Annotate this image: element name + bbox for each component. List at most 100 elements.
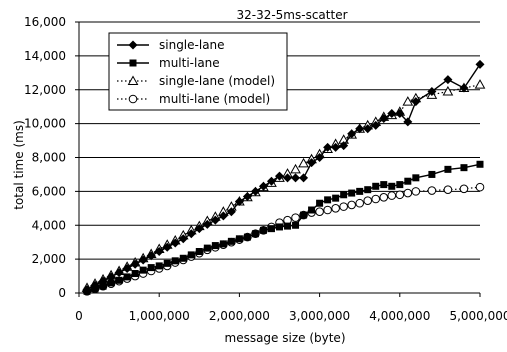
y-tick-label: 0 xyxy=(58,286,66,300)
data-point xyxy=(307,158,317,168)
data-point xyxy=(363,196,373,205)
data-point xyxy=(387,108,397,118)
data-point xyxy=(283,173,293,183)
data-point xyxy=(91,285,99,293)
data-point xyxy=(427,86,437,96)
legend-marker xyxy=(128,94,138,104)
y-tick-label: 6,000 xyxy=(32,184,66,198)
data-point xyxy=(308,206,316,214)
data-point xyxy=(459,83,469,93)
x-tick-label: 2,000,000 xyxy=(209,309,270,323)
data-point xyxy=(202,219,212,229)
data-point xyxy=(171,257,179,265)
data-point xyxy=(227,237,235,245)
data-point xyxy=(194,224,204,234)
data-point xyxy=(187,251,195,259)
data-point xyxy=(332,194,340,202)
data-point xyxy=(83,287,91,295)
legend-marker xyxy=(128,40,138,50)
data-point xyxy=(195,248,203,256)
data-point xyxy=(219,240,227,248)
data-point xyxy=(234,197,244,207)
data-point xyxy=(131,270,139,278)
data-point xyxy=(299,173,309,183)
legend-marker xyxy=(129,59,137,67)
data-point xyxy=(474,79,486,89)
data-point xyxy=(379,114,389,124)
data-point xyxy=(475,182,485,192)
legend-label: single-lane xyxy=(159,38,225,52)
data-point xyxy=(324,196,332,204)
data-point xyxy=(371,120,381,130)
data-point xyxy=(122,263,132,273)
data-point xyxy=(298,157,309,168)
data-point xyxy=(444,165,452,173)
data-point xyxy=(275,171,284,181)
data-point xyxy=(323,205,332,215)
data-point xyxy=(347,129,357,139)
data-point xyxy=(348,189,356,197)
data-point xyxy=(315,153,325,162)
data-point xyxy=(210,215,220,225)
data-point xyxy=(186,229,196,239)
data-point xyxy=(291,173,301,183)
x-tick-label: 0 xyxy=(75,309,83,323)
data-point xyxy=(379,193,389,202)
data-point xyxy=(242,191,252,201)
data-point xyxy=(395,190,405,200)
data-point xyxy=(218,211,228,221)
data-point xyxy=(211,242,219,250)
data-point xyxy=(284,222,292,230)
y-tick-label: 8,000 xyxy=(32,151,66,165)
data-point xyxy=(364,186,372,194)
x-tick-label: 4,000,000 xyxy=(369,309,430,323)
data-point xyxy=(315,207,324,216)
data-point xyxy=(114,268,124,278)
y-tick-label: 4,000 xyxy=(32,218,66,232)
x-tick-label: 5,000,000 xyxy=(449,309,507,323)
data-point xyxy=(276,223,283,231)
data-point xyxy=(316,199,324,207)
data-point xyxy=(130,259,140,269)
data-point xyxy=(138,255,148,265)
data-point xyxy=(443,75,453,85)
legend-label: single-lane (model) xyxy=(159,74,275,88)
data-point xyxy=(428,170,436,178)
data-point xyxy=(475,59,485,69)
data-point xyxy=(292,221,300,229)
data-point xyxy=(371,194,381,204)
x-axis-label: message size (byte) xyxy=(225,331,346,345)
data-point xyxy=(107,279,115,287)
data-point xyxy=(154,247,164,257)
data-point xyxy=(404,177,412,185)
data-point xyxy=(203,244,211,252)
data-point xyxy=(235,235,243,243)
data-point xyxy=(363,124,373,134)
data-point xyxy=(99,282,107,290)
data-point xyxy=(331,204,340,213)
plot-area: 0 2,000 4,000 6,000 8,000 10,000 12,000 14,000 1… xyxy=(24,15,507,323)
data-point xyxy=(395,108,405,118)
data-point xyxy=(266,176,276,186)
data-point xyxy=(476,160,484,168)
y-axis-label: total time (ms) xyxy=(12,120,26,209)
data-point xyxy=(442,85,454,96)
series-line-single-lane-model- xyxy=(86,84,481,289)
y-tick-label: 10,000 xyxy=(24,117,66,131)
data-point xyxy=(258,181,268,191)
data-point xyxy=(411,187,421,196)
data-point xyxy=(459,184,469,194)
data-point xyxy=(323,142,333,152)
x-tick-label: 1,000,000 xyxy=(129,309,190,323)
data-point xyxy=(339,141,349,151)
data-point xyxy=(339,202,348,211)
y-tick-label: 14,000 xyxy=(24,49,66,63)
data-point xyxy=(412,174,420,182)
data-point xyxy=(403,117,413,127)
data-point xyxy=(155,262,163,270)
data-point xyxy=(403,188,413,198)
data-point xyxy=(250,186,260,196)
y-tick-label: 12,000 xyxy=(24,83,66,97)
data-point xyxy=(170,238,180,248)
